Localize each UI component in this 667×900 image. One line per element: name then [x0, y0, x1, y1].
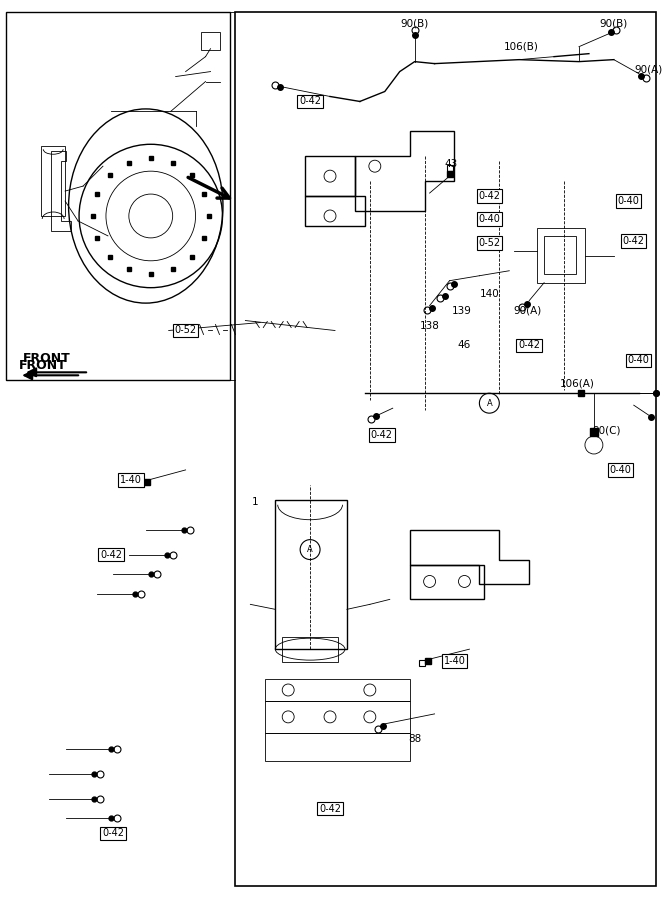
Text: 1: 1	[252, 497, 259, 507]
Bar	[265, 701, 410, 733]
Text: 0-52: 0-52	[175, 326, 197, 336]
Text: 0-40: 0-40	[628, 356, 650, 365]
Text: A: A	[307, 545, 313, 554]
Bar	[41, 147, 65, 216]
Bar	[7, 12, 230, 381]
Text: 1-40: 1-40	[120, 475, 142, 485]
Text: 90(B): 90(B)	[600, 19, 628, 29]
Bar	[235, 12, 656, 886]
Text: 0-40: 0-40	[618, 196, 640, 206]
Text: 90(B): 90(B)	[401, 19, 429, 29]
Text: 1-40: 1-40	[444, 656, 466, 666]
Bar	[537, 228, 585, 283]
Text: 43: 43	[445, 159, 458, 169]
Text: 88: 88	[408, 734, 422, 743]
Text: 90(A): 90(A)	[634, 65, 663, 75]
Text: 0-42: 0-42	[518, 340, 540, 350]
Text: 0-42: 0-42	[100, 550, 122, 560]
Bar	[282, 637, 338, 662]
Text: 0-42: 0-42	[478, 191, 500, 201]
Text: 0-42: 0-42	[371, 430, 393, 440]
Text: FRONT: FRONT	[23, 352, 71, 365]
Text: 138: 138	[420, 320, 440, 330]
Text: 46: 46	[458, 340, 471, 350]
Text: 0-52: 0-52	[478, 238, 500, 248]
Bar	[265, 679, 410, 701]
Text: 139: 139	[452, 306, 472, 316]
Text: 0-42: 0-42	[319, 804, 341, 814]
Text: 0-42: 0-42	[623, 236, 645, 246]
Text: 106(B): 106(B)	[504, 41, 539, 51]
Text: 0-42: 0-42	[299, 96, 321, 106]
Bar	[275, 500, 347, 649]
Text: 140: 140	[480, 289, 499, 299]
Bar	[544, 236, 576, 274]
Text: 106(A): 106(A)	[560, 378, 594, 388]
Text: 0-40: 0-40	[610, 465, 632, 475]
Text: 0-42: 0-42	[102, 828, 124, 839]
Text: FRONT: FRONT	[19, 359, 67, 372]
Text: A: A	[486, 399, 492, 408]
Bar	[201, 32, 221, 50]
Bar	[265, 733, 410, 760]
Text: 90(A): 90(A)	[513, 306, 542, 316]
Text: 0-40: 0-40	[478, 214, 500, 224]
Text: 90(C): 90(C)	[592, 425, 621, 435]
